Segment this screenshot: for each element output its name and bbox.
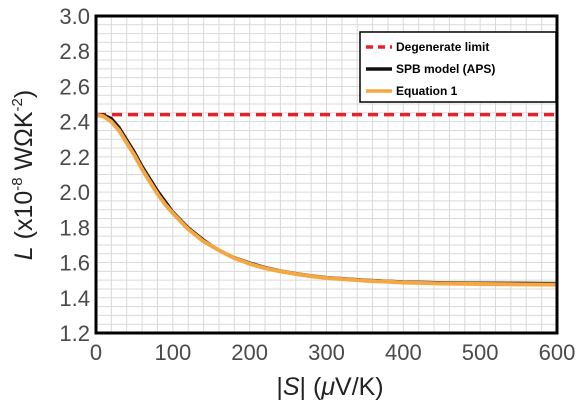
x-tick-label: 0	[90, 340, 102, 365]
plot-frame	[94, 14, 559, 335]
legend-box	[359, 31, 557, 103]
series-line-equation-1	[95, 112, 558, 287]
y-tick-label: 1.4	[59, 286, 90, 311]
x-tick-label: 300	[308, 340, 345, 365]
x-tick-label: 500	[462, 340, 499, 365]
x-tick-label: 100	[154, 340, 191, 365]
legend-label: Degenerate limit	[396, 40, 489, 54]
series-layer	[95, 112, 558, 287]
legend-label: SPB model (APS)	[396, 62, 495, 76]
y-tick-labels: 1.2 1.4 1.6 1.8 2.0 2.2 2.4 2.6 2.8 3.0	[59, 4, 90, 346]
legend-label: Equation 1	[396, 84, 458, 98]
y-tick-label: 1.8	[59, 215, 90, 240]
x-tick-label: 200	[231, 340, 268, 365]
y-tick-label: 1.6	[59, 251, 90, 276]
y-tick-label: 2.2	[59, 145, 90, 170]
x-axis-label: |S| (μV/K)	[276, 373, 383, 401]
legend: Degenerate limit SPB model (APS) Equation …	[359, 31, 557, 103]
y-tick-label: 1.2	[59, 321, 90, 346]
y-tick-label: 2.8	[59, 39, 90, 64]
y-tick-label: 2.4	[59, 110, 90, 135]
x-tick-label: 600	[539, 340, 576, 365]
y-axis-label: L (x10-8 WΩK-2)	[9, 90, 38, 260]
x-tick-labels: 0 100 200 300 400 500 600	[90, 340, 575, 365]
grid	[95, 15, 558, 334]
y-tick-label: 2.6	[59, 74, 90, 99]
y-tick-label: 2.0	[59, 180, 90, 205]
x-tick-label: 400	[385, 340, 422, 365]
y-tick-label: 3.0	[59, 4, 90, 29]
